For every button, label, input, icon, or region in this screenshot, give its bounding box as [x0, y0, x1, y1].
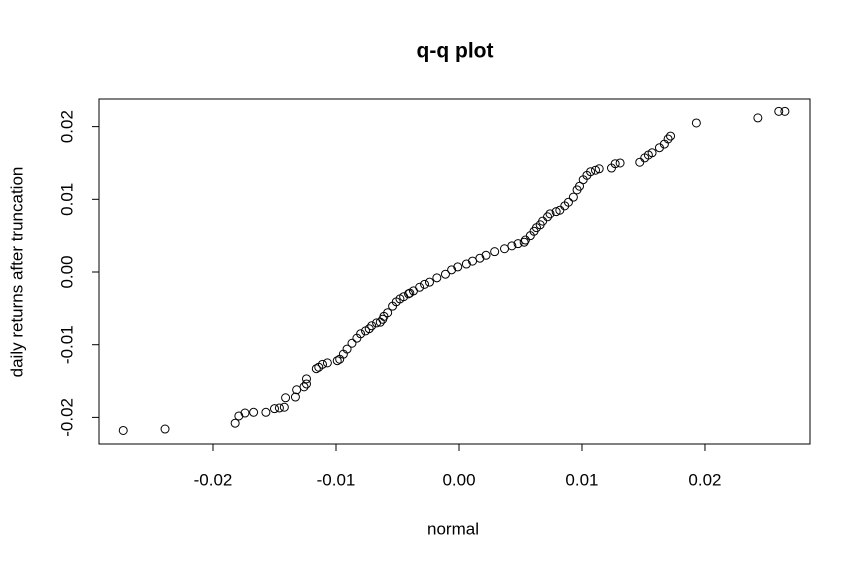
x-tick-label: 0.02 — [688, 470, 721, 489]
point — [367, 321, 377, 331]
x-axis-label: normal — [427, 519, 479, 538]
point — [364, 324, 374, 334]
point — [301, 379, 311, 389]
x-tick-label: 0.01 — [565, 470, 598, 489]
point — [519, 237, 529, 247]
point — [568, 192, 578, 202]
point — [292, 385, 302, 395]
point — [332, 356, 342, 366]
point — [279, 402, 289, 412]
point — [404, 289, 414, 299]
point — [691, 118, 701, 128]
point — [234, 411, 244, 421]
point — [311, 364, 321, 374]
point — [563, 197, 573, 207]
point — [666, 131, 676, 141]
y-tick-label: 0.02 — [57, 110, 76, 143]
y-tick-label: -0.02 — [57, 398, 76, 437]
point — [118, 425, 128, 435]
point — [432, 273, 442, 283]
point — [481, 250, 491, 260]
point — [342, 344, 352, 354]
point — [447, 265, 457, 275]
point — [415, 282, 425, 292]
chart-title: q-q plot — [417, 40, 494, 63]
y-tick-label: -0.01 — [57, 325, 76, 364]
y-axis-label: daily returns after truncation — [7, 167, 26, 378]
point — [543, 212, 553, 222]
x-tick-label: 0.00 — [442, 470, 475, 489]
point — [594, 164, 604, 174]
point — [753, 113, 763, 123]
point — [281, 393, 291, 403]
point — [424, 277, 434, 287]
point — [274, 403, 284, 413]
point — [545, 209, 555, 219]
point — [635, 157, 645, 167]
point — [513, 239, 523, 249]
point — [499, 244, 509, 254]
plot-box — [98, 98, 811, 445]
point — [647, 148, 657, 158]
y-tick-label: 0.01 — [57, 183, 76, 216]
y-tick-label: 0.00 — [57, 255, 76, 288]
point — [507, 241, 517, 251]
point — [270, 404, 280, 414]
point — [347, 338, 357, 348]
point — [615, 158, 625, 168]
x-tick-label: -0.02 — [194, 470, 233, 489]
point — [610, 159, 620, 169]
x-tick-label: -0.01 — [317, 470, 356, 489]
point — [461, 259, 471, 269]
point — [317, 359, 327, 369]
point — [240, 408, 250, 418]
point — [322, 358, 332, 368]
point — [586, 167, 596, 177]
point — [290, 392, 300, 402]
point — [356, 329, 366, 339]
point — [261, 407, 271, 417]
point — [440, 269, 450, 279]
point — [774, 106, 784, 116]
point — [475, 253, 485, 263]
point — [160, 424, 170, 434]
point — [249, 407, 259, 417]
point — [420, 279, 430, 289]
point — [301, 374, 311, 384]
point — [780, 106, 790, 116]
point — [520, 235, 530, 245]
point — [299, 382, 309, 392]
point — [490, 247, 500, 257]
point — [230, 418, 240, 428]
point — [663, 134, 673, 144]
point — [383, 308, 393, 318]
point — [453, 262, 463, 272]
